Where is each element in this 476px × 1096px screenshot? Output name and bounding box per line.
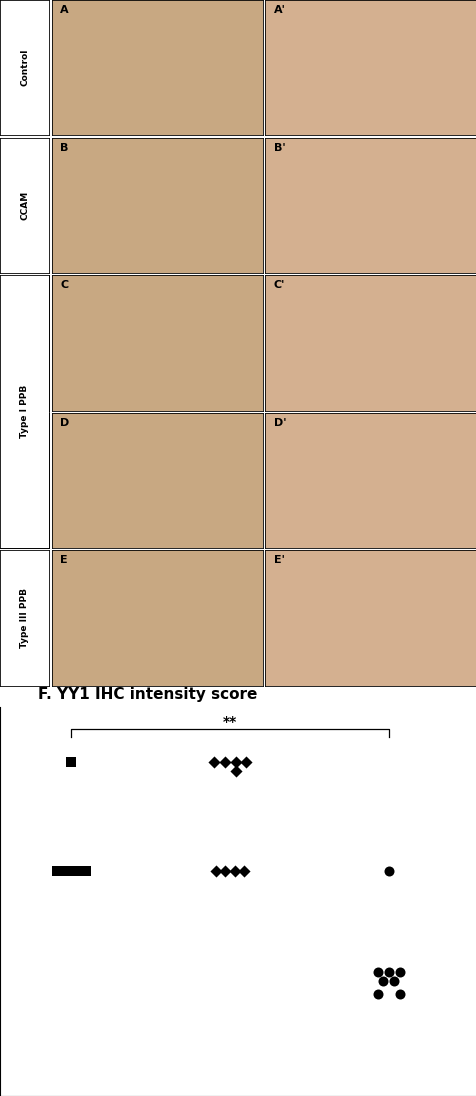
Text: Type III PPB: Type III PPB [20,587,29,648]
Point [396,985,404,1003]
Text: Control: Control [20,49,29,87]
Text: C: C [60,281,69,290]
Point [82,863,89,880]
Point [53,863,61,880]
Text: B: B [60,142,69,153]
Point [242,753,250,770]
Point [240,863,248,880]
Point [72,863,80,880]
Text: CCAM: CCAM [20,191,29,220]
Point [385,863,393,880]
Text: F. YY1 IHC intensity score: F. YY1 IHC intensity score [38,687,258,701]
Point [231,863,238,880]
Text: A: A [60,5,69,15]
Text: Type I PPB: Type I PPB [20,385,29,438]
Text: E: E [60,556,68,566]
Point [210,753,218,770]
Text: Type I PPB: Type I PPB [20,316,29,369]
Point [68,753,75,770]
Point [63,863,70,880]
Point [390,972,398,990]
Text: A': A' [274,5,286,15]
Point [221,753,229,770]
Point [233,753,240,770]
Point [385,963,393,981]
Point [212,863,219,880]
Text: D: D [60,418,69,427]
Text: E': E' [274,556,285,566]
Text: D': D' [274,418,286,427]
Point [374,963,381,981]
Point [379,972,387,990]
Text: B': B' [274,142,285,153]
Point [233,762,240,779]
Text: C': C' [274,281,285,290]
Point [396,963,404,981]
Point [221,863,229,880]
Text: **: ** [223,715,237,729]
Point [374,985,381,1003]
